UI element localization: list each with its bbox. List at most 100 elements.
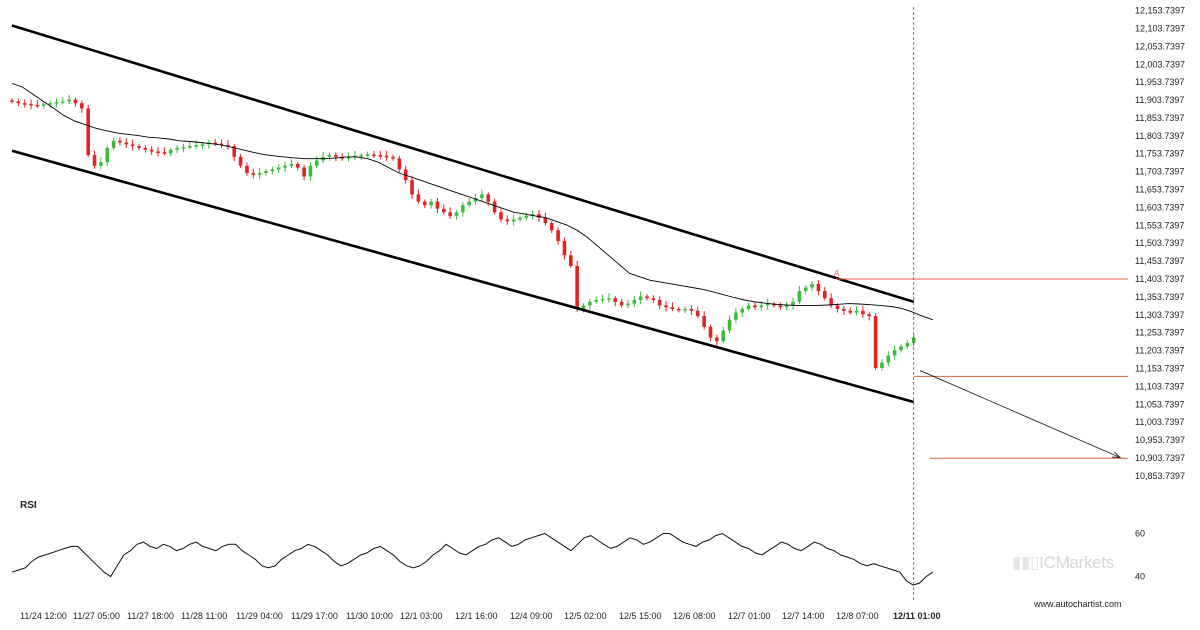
candle-body: [613, 298, 618, 302]
candle-body: [638, 296, 643, 301]
price-tick-label: 11,353.7397: [1135, 292, 1184, 302]
time-tick-label: 11/30 10:00: [346, 611, 393, 621]
time-tick-label: 12/7 01:00: [728, 611, 771, 621]
candle-body: [816, 283, 821, 292]
candle-body: [797, 291, 802, 302]
candle-body: [251, 172, 256, 175]
candle-body: [746, 305, 751, 309]
price-axis: 12,153.7397 12,103.7397 12,053.7397 12,003.…: [1135, 6, 1185, 481]
candle-body: [346, 156, 351, 159]
time-tick-label: 12/1 03:00: [400, 611, 443, 621]
watermark-logo-icon: ▮▮▯: [1012, 553, 1040, 572]
price-tick-label: 11,503.7397: [1135, 238, 1184, 248]
price-tick-label: 11,003.7397: [1135, 417, 1184, 427]
channels: [11, 24, 933, 404]
time-tick-label: 12/11 01:00: [893, 611, 941, 621]
candle-body: [29, 103, 33, 106]
rsi-panel: RSI 60 40: [11, 500, 1145, 586]
candle-body: [562, 240, 567, 256]
candle-body: [124, 142, 129, 145]
candle-body: [892, 350, 897, 356]
candle-body: [295, 164, 300, 168]
candle-body: [416, 194, 421, 202]
candle-body: [619, 301, 624, 306]
candle-body: [905, 342, 910, 347]
price-tick-label: 12,003.7397: [1135, 59, 1185, 69]
candle-body: [54, 102, 59, 104]
time-tick-label: 11/28 11:00: [181, 611, 227, 621]
candle-body: [264, 171, 268, 173]
candle-body: [569, 255, 573, 267]
candle-body: [765, 303, 770, 306]
price-tick-label: 11,553.7397: [1135, 220, 1184, 230]
price-tick-label: 10,853.7397: [1135, 471, 1185, 481]
time-tick-label: 12/7 14:00: [782, 611, 825, 621]
time-tick-label: 12/1 16:00: [455, 611, 498, 621]
upper-channel-line: [11, 24, 915, 304]
rsi-tick-label: 40: [1135, 572, 1145, 582]
time-tick-label: 11/29 17:00: [291, 611, 338, 621]
candle-body: [289, 164, 294, 166]
price-tick-label: 12,053.7397: [1135, 41, 1185, 51]
candle-body: [378, 155, 383, 157]
time-tick-label: 11/24 12:00: [20, 611, 67, 621]
candle-body: [92, 155, 97, 166]
candle-body: [111, 140, 116, 148]
candle-body: [22, 103, 27, 105]
candle-body: [480, 194, 484, 199]
candle-body: [99, 162, 103, 166]
price-tick-label: 10,903.7397: [1135, 453, 1185, 463]
candle-body: [308, 165, 313, 177]
candle-body: [721, 330, 725, 342]
candle-body: [842, 308, 846, 311]
time-tick-label: 11/27 05:00: [73, 611, 120, 621]
candle-body: [359, 155, 364, 157]
candle-body: [702, 316, 706, 327]
candle-body: [270, 169, 275, 172]
rsi-label: RSI: [20, 500, 37, 511]
time-axis: 11/24 12:00 11/27 05:00 11/27 18:00 11/28 1…: [20, 611, 941, 621]
price-tick-label: 11,453.7397: [1135, 256, 1184, 266]
candle-body: [645, 296, 649, 299]
candle-body: [575, 266, 579, 309]
candle-body: [486, 194, 491, 202]
candle-body: [873, 316, 878, 369]
candle-body: [835, 305, 840, 309]
candle-body: [499, 212, 503, 220]
candle-body: [543, 217, 548, 224]
candle-body: [10, 100, 14, 102]
candle-body: [143, 147, 148, 150]
candle-body: [600, 298, 605, 301]
candle-body: [232, 146, 237, 157]
candle-body: [683, 308, 687, 311]
candle-body: [168, 149, 173, 154]
candle-body: [759, 305, 764, 308]
candle-body: [35, 104, 40, 107]
price-tick-label: 11,303.7397: [1135, 310, 1184, 320]
candle-body: [73, 99, 78, 104]
candle-body: [537, 214, 541, 218]
candle-body: [867, 314, 872, 317]
moving-average-line: [11, 83, 933, 321]
price-tick-label: 11,603.7397: [1135, 202, 1184, 212]
time-tick-label: 12/5 15:00: [619, 611, 662, 621]
candle-body: [175, 147, 179, 150]
candle-body: [130, 144, 135, 147]
candle-body: [162, 152, 167, 154]
candle-body: [886, 355, 891, 363]
candle-body: [734, 312, 738, 320]
source-url: www.autochartist.com: [1034, 599, 1122, 609]
candle-body: [581, 305, 586, 309]
candle-body: [315, 160, 319, 166]
candle-body: [454, 212, 459, 216]
projection-arrow-head: [1111, 451, 1122, 459]
price-tick-label: 11,853.7397: [1135, 113, 1184, 123]
candles: [10, 94, 916, 371]
price-tick-label: 11,203.7397: [1135, 346, 1184, 356]
candle-body: [435, 201, 440, 209]
candle-body: [238, 156, 243, 166]
pattern-point-label: A: [834, 269, 840, 278]
candle-body: [810, 283, 814, 288]
candle-body: [200, 144, 205, 146]
candle-body: [16, 101, 21, 104]
